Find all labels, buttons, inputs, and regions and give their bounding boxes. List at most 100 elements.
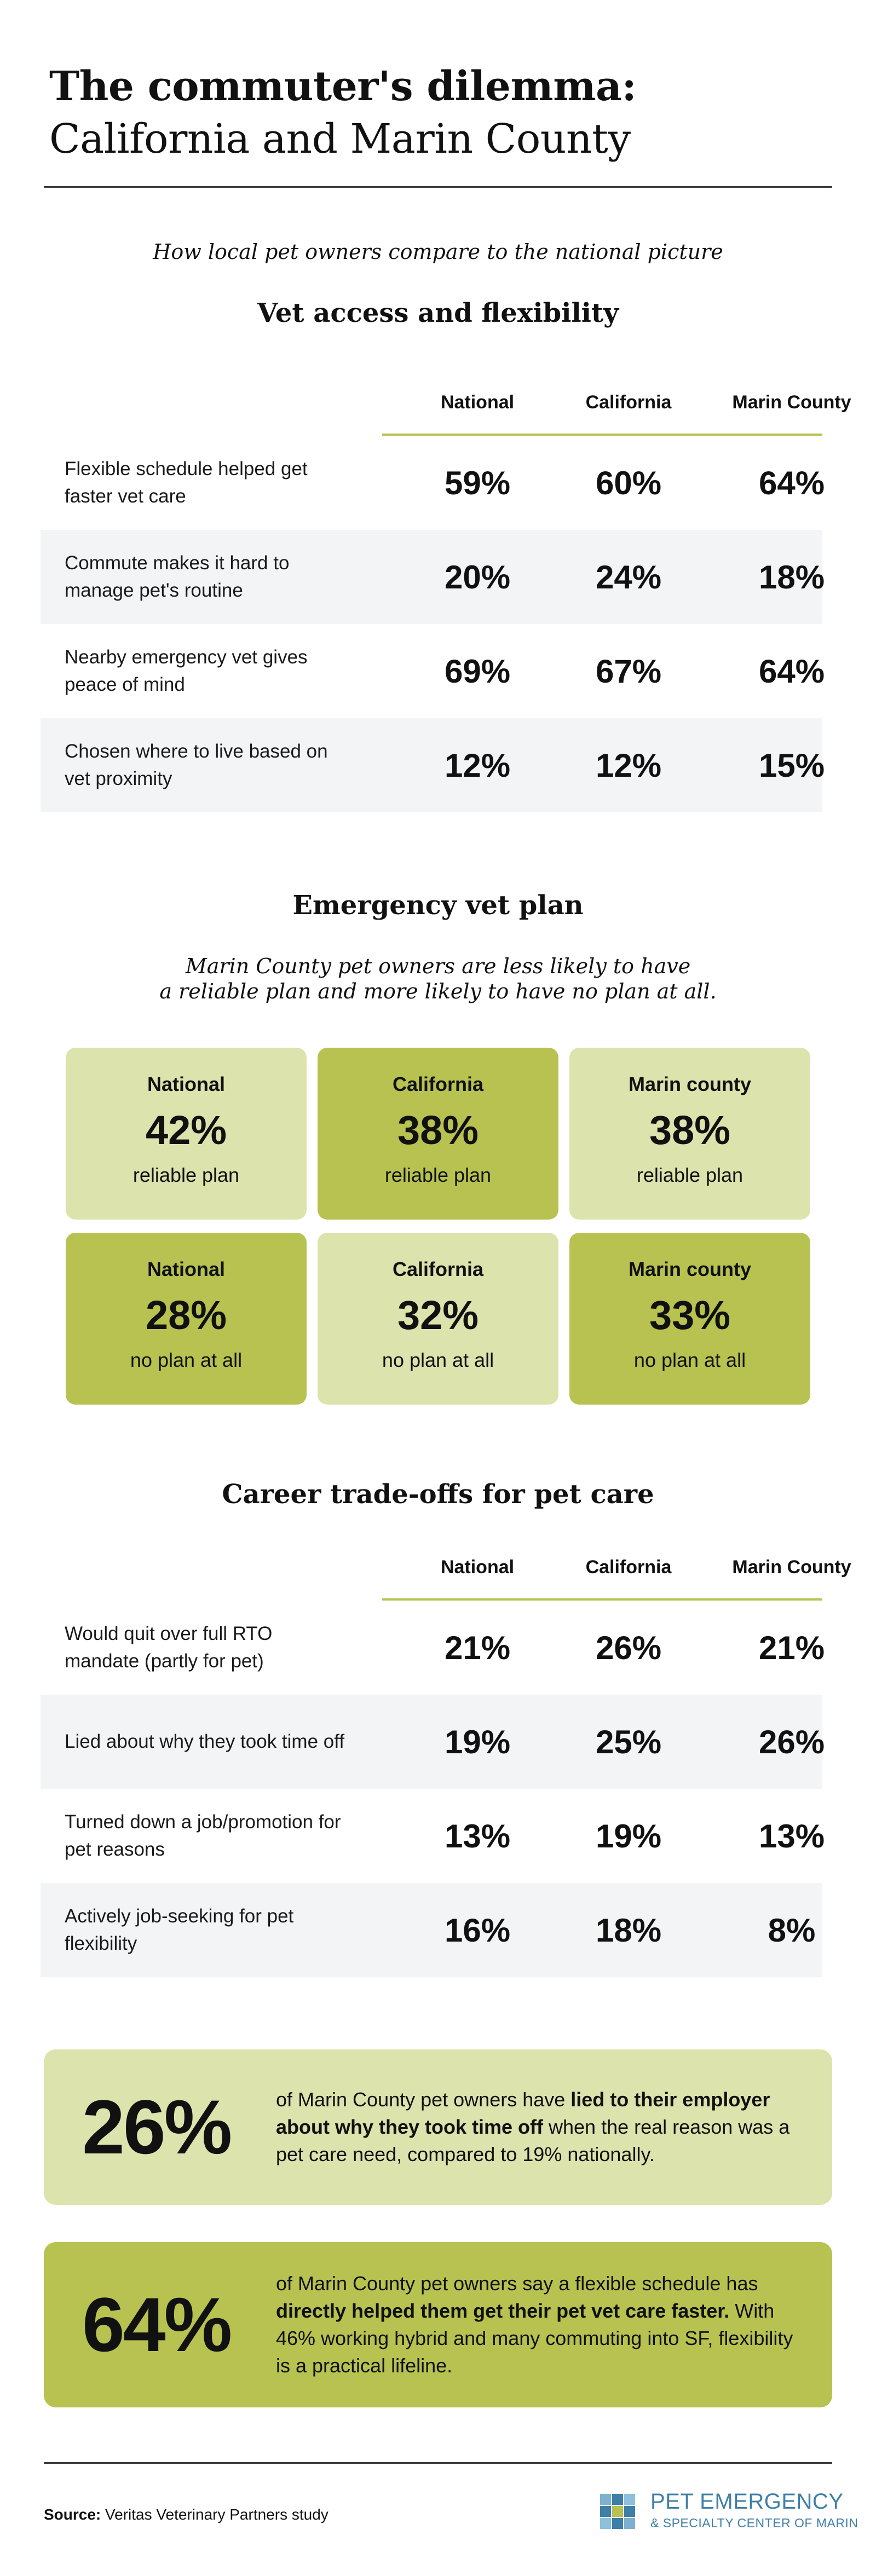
value-california: 19%	[595, 1817, 662, 1855]
pet-emergency-logo: PET EMERGENCY & SPECIALTY CENTER OF MARI…	[600, 2490, 858, 2533]
card-value: 38%	[397, 1107, 479, 1153]
callout-text-bold: lied to their employer about why they to…	[276, 2088, 770, 2138]
row-label: Turned down a job/promotion for pet reas…	[65, 1811, 341, 1860]
value-marin: 15%	[758, 747, 825, 784]
stat-card-marin-reliable: Marin county 38% reliable plan	[569, 1048, 810, 1220]
source-note: Source: Veritas Veterinary Partners stud…	[44, 2506, 328, 2523]
column-header: National	[440, 392, 515, 413]
emergency-plan-subtitle: Marin County pet owners are less likely …	[0, 954, 876, 1004]
card-label: Marin county	[628, 1258, 751, 1280]
card-caption: reliable plan	[636, 1164, 744, 1186]
value-national: 59%	[444, 464, 511, 501]
value-marin: 64%	[758, 652, 825, 690]
subtitle-line-2: a reliable plan and more likely to have …	[159, 979, 717, 1003]
callout-text-bold: directly helped them get their pet vet c…	[276, 2300, 730, 2322]
value-california: 24%	[595, 558, 662, 596]
subtitle-line-1: Marin County pet owners are less likely …	[185, 954, 691, 978]
value-california: 12%	[595, 747, 662, 784]
row-label: Nearby emergency vet gives peace of mind	[65, 646, 308, 695]
section-title-vet-access: Vet access and flexibility	[257, 298, 619, 328]
callout-flexible-schedule: 64% of Marin County pet owners say a fle…	[44, 2242, 832, 2407]
row-label: Actively job-seeking for pet flexibility	[65, 1905, 294, 1954]
card-label: Marin county	[628, 1073, 751, 1095]
header-divider	[44, 186, 832, 188]
card-value: 32%	[397, 1292, 479, 1338]
card-value: 42%	[145, 1107, 227, 1153]
table-row: Nearby emergency vet gives peace of mind…	[41, 624, 825, 718]
table-row: Turned down a job/promotion for pet reas…	[41, 1789, 825, 1883]
vet-access-table: National California Marin County Flexibl…	[41, 370, 851, 812]
value-california: 18%	[595, 1911, 662, 1949]
page-title: The commuter's dilemma: California and M…	[49, 60, 827, 165]
card-caption: reliable plan	[384, 1164, 492, 1186]
card-label: National	[147, 1258, 225, 1280]
source-text: Veritas Veterinary Partners study	[101, 2506, 328, 2523]
table-header: National California Marin County	[41, 370, 851, 436]
card-label: California	[392, 1258, 484, 1280]
card-caption: reliable plan	[132, 1164, 240, 1186]
header-underline	[382, 434, 822, 436]
value-marin: 21%	[758, 1629, 825, 1666]
card-value: 33%	[649, 1292, 731, 1338]
callout-text-pre: of Marin County pet owners say a flexibl…	[276, 2272, 758, 2295]
callout-text-post: when the real reason was a pet care need…	[276, 2116, 790, 2165]
column-header: California	[585, 392, 672, 413]
header-underline	[382, 1598, 822, 1601]
intro-text: How local pet owners compare to the nati…	[153, 240, 723, 264]
row-label: Chosen where to live based on vet proxim…	[65, 741, 328, 789]
column-header: National	[440, 1557, 515, 1578]
callout-text: of Marin County pet owners say a flexibl…	[276, 2242, 805, 2407]
value-california: 26%	[595, 1629, 662, 1666]
column-header: California	[585, 1557, 672, 1578]
column-header: Marin County	[732, 1557, 851, 1578]
table-row: Would quit over full RTO mandate (partly…	[41, 1601, 825, 1695]
row-label: Lied about why they took time off	[65, 1731, 345, 1752]
callout-text: of Marin County pet owners have lied to …	[276, 2049, 805, 2205]
footer-divider	[44, 2462, 832, 2464]
source-label: Source:	[44, 2506, 101, 2523]
card-value: 28%	[145, 1292, 227, 1338]
row-label: Would quit over full RTO mandate (partly…	[65, 1623, 273, 1672]
callout-big-number: 26%	[82, 2084, 232, 2170]
table-row: Flexible schedule helped get faster vet …	[41, 436, 825, 530]
section-title-emergency-plan: Emergency vet plan	[292, 890, 584, 921]
stat-card-marin-no-plan: Marin county 33% no plan at all	[569, 1233, 810, 1405]
table-row: Actively job-seeking for pet flexibility…	[41, 1883, 822, 1977]
stat-card-california-no-plan: California 32% no plan at all	[318, 1233, 558, 1405]
stat-card-national-no-plan: National 28% no plan at all	[66, 1233, 307, 1405]
row-label: Commute makes it hard to manage pet's ro…	[65, 552, 290, 601]
callout-lied-to-employer: 26% of Marin County pet owners have lied…	[44, 2049, 832, 2205]
career-table: National California Marin County Would q…	[41, 1535, 851, 1977]
value-marin: 8%	[768, 1911, 816, 1949]
value-national: 13%	[444, 1817, 511, 1855]
card-caption: no plan at all	[633, 1349, 746, 1371]
callout-text-post: With 46% working hybrid and many commuti…	[276, 2300, 793, 2377]
logo-line-2: & SPECIALTY CENTER OF MARIN	[650, 2516, 858, 2530]
value-california: 67%	[595, 652, 662, 690]
card-label: California	[392, 1073, 484, 1095]
stat-card-california-reliable: California 38% reliable plan	[318, 1048, 558, 1220]
value-california: 25%	[595, 1723, 662, 1760]
table-row: Commute makes it hard to manage pet's ro…	[41, 530, 825, 624]
value-california: 60%	[595, 464, 662, 501]
card-label: National	[147, 1073, 225, 1095]
card-value: 38%	[649, 1107, 731, 1153]
value-national: 12%	[444, 747, 511, 784]
table-row: Chosen where to live based on vet proxim…	[41, 718, 825, 812]
value-marin: 26%	[758, 1723, 825, 1760]
section-title-career: Career trade-offs for pet care	[222, 1479, 654, 1510]
title-line-2: California and Marin County	[49, 115, 631, 163]
row-label: Flexible schedule helped get faster vet …	[65, 458, 308, 507]
value-national: 20%	[444, 558, 511, 596]
value-marin: 64%	[758, 464, 825, 501]
value-national: 16%	[444, 1911, 511, 1949]
logo-line-1: PET EMERGENCY	[650, 2490, 844, 2514]
table-row: Lied about why they took time off 19% 25…	[41, 1695, 825, 1789]
card-caption: no plan at all	[130, 1349, 243, 1371]
cross-grid-icon	[600, 2494, 635, 2529]
value-national: 21%	[444, 1629, 511, 1666]
column-header: Marin County	[732, 392, 851, 413]
value-national: 19%	[444, 1723, 511, 1760]
card-caption: no plan at all	[382, 1349, 494, 1371]
callout-text-pre: of Marin County pet owners have	[276, 2088, 571, 2111]
